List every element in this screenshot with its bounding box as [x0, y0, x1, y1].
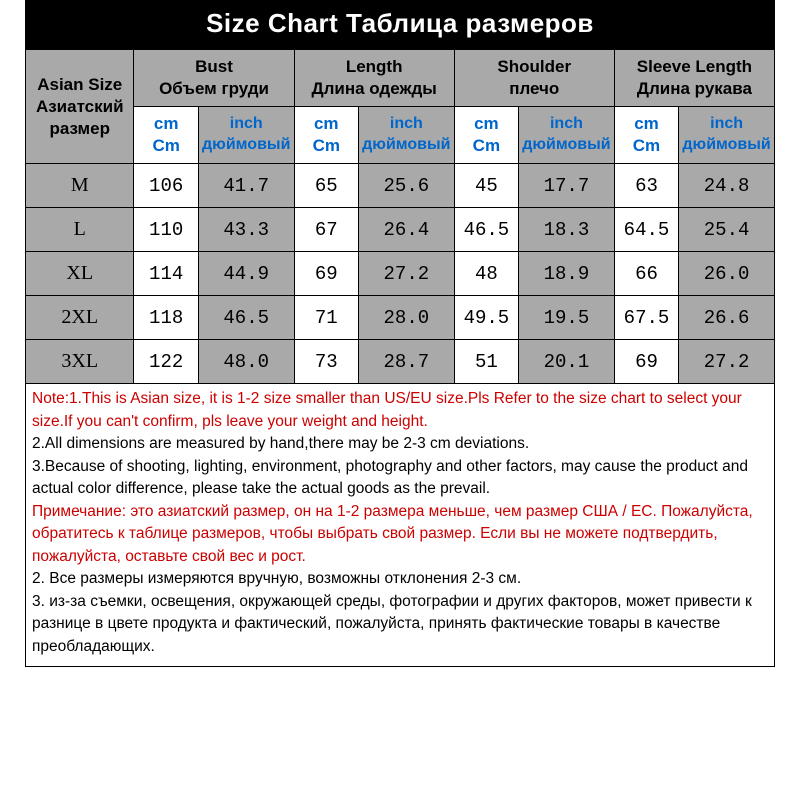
value-inch: 48.0 [198, 340, 294, 384]
value-cm: 49.5 [454, 296, 518, 340]
header-sleeve-ru: Длина рукава [637, 79, 752, 98]
value-inch: 27.2 [358, 252, 454, 296]
table-row: L11043.36726.446.518.364.525.4 [26, 208, 775, 252]
table-body: M10641.76525.64517.76324.8L11043.36726.4… [26, 164, 775, 384]
chart-title: Size Chart Таблица размеров [25, 0, 775, 49]
note-line: 2. Все размеры измеряются вручную, возмо… [32, 568, 768, 590]
value-cm: 69 [294, 252, 358, 296]
value-inch: 41.7 [198, 164, 294, 208]
value-inch: 18.3 [519, 208, 615, 252]
header-size-ru: Азиатский размер [36, 97, 124, 138]
table-row: 3XL12248.07328.75120.16927.2 [26, 340, 775, 384]
table-row: XL11444.96927.24818.96626.0 [26, 252, 775, 296]
unit-cm: cmCm [454, 107, 518, 164]
notes-section: Note:1.This is Asian size, it is 1-2 siz… [25, 384, 775, 667]
header-bust-en: Bust [195, 57, 233, 76]
value-inch: 18.9 [519, 252, 615, 296]
value-inch: 28.7 [358, 340, 454, 384]
header-sleeve-en: Sleeve Length [637, 57, 752, 76]
header-size: Asian Size Азиатский размер [26, 50, 134, 164]
value-inch: 46.5 [198, 296, 294, 340]
table-row: 2XL11846.57128.049.519.567.526.6 [26, 296, 775, 340]
header-length-ru: Длина одежды [311, 79, 436, 98]
note-line: Примечание: это азиатский размер, он на … [32, 501, 768, 568]
value-inch: 17.7 [519, 164, 615, 208]
size-table: Asian Size Азиатский размер Bust Объем г… [25, 49, 775, 384]
unit-inch: inchдюймовый [519, 107, 615, 164]
value-cm: 69 [614, 340, 678, 384]
value-cm: 66 [614, 252, 678, 296]
unit-inch: inchдюймовый [679, 107, 775, 164]
value-inch: 25.6 [358, 164, 454, 208]
value-inch: 26.4 [358, 208, 454, 252]
note-line: 3. из-за съемки, освещения, окружающей с… [32, 591, 768, 658]
value-cm: 71 [294, 296, 358, 340]
size-cell: M [26, 164, 134, 208]
size-cell: L [26, 208, 134, 252]
unit-cm: cmCm [294, 107, 358, 164]
value-cm: 67.5 [614, 296, 678, 340]
value-inch: 28.0 [358, 296, 454, 340]
table-header: Asian Size Азиатский размер Bust Объем г… [26, 50, 775, 164]
unit-inch: inchдюймовый [198, 107, 294, 164]
table-row: M10641.76525.64517.76324.8 [26, 164, 775, 208]
value-inch: 44.9 [198, 252, 294, 296]
value-inch: 20.1 [519, 340, 615, 384]
note-line: 2.All dimensions are measured by hand,th… [32, 433, 768, 455]
value-cm: 45 [454, 164, 518, 208]
value-inch: 24.8 [679, 164, 775, 208]
value-cm: 122 [134, 340, 198, 384]
header-length: Length Длина одежды [294, 50, 454, 107]
value-cm: 110 [134, 208, 198, 252]
header-bust-ru: Объем груди [159, 79, 269, 98]
value-cm: 106 [134, 164, 198, 208]
unit-cm: cmCm [134, 107, 198, 164]
value-cm: 67 [294, 208, 358, 252]
unit-inch: inchдюймовый [358, 107, 454, 164]
size-cell: 3XL [26, 340, 134, 384]
unit-cm: cmCm [614, 107, 678, 164]
value-inch: 27.2 [679, 340, 775, 384]
note-line: 3.Because of shooting, lighting, environ… [32, 456, 768, 501]
value-inch: 25.4 [679, 208, 775, 252]
value-cm: 48 [454, 252, 518, 296]
header-shoulder: Shoulder плечо [454, 50, 614, 107]
header-sleeve: Sleeve Length Длина рукава [614, 50, 774, 107]
value-inch: 26.6 [679, 296, 775, 340]
header-shoulder-ru: плечо [509, 79, 559, 98]
size-cell: XL [26, 252, 134, 296]
header-length-en: Length [346, 57, 403, 76]
value-cm: 46.5 [454, 208, 518, 252]
size-cell: 2XL [26, 296, 134, 340]
value-cm: 63 [614, 164, 678, 208]
value-inch: 26.0 [679, 252, 775, 296]
size-chart-container: Size Chart Таблица размеров Asian Size А… [25, 0, 775, 667]
value-cm: 51 [454, 340, 518, 384]
note-line: Note:1.This is Asian size, it is 1-2 siz… [32, 388, 768, 433]
value-cm: 65 [294, 164, 358, 208]
header-size-en: Asian Size [37, 75, 122, 94]
header-bust: Bust Объем груди [134, 50, 294, 107]
value-inch: 43.3 [198, 208, 294, 252]
value-cm: 118 [134, 296, 198, 340]
value-inch: 19.5 [519, 296, 615, 340]
value-cm: 64.5 [614, 208, 678, 252]
value-cm: 73 [294, 340, 358, 384]
header-shoulder-en: Shoulder [497, 57, 571, 76]
value-cm: 114 [134, 252, 198, 296]
